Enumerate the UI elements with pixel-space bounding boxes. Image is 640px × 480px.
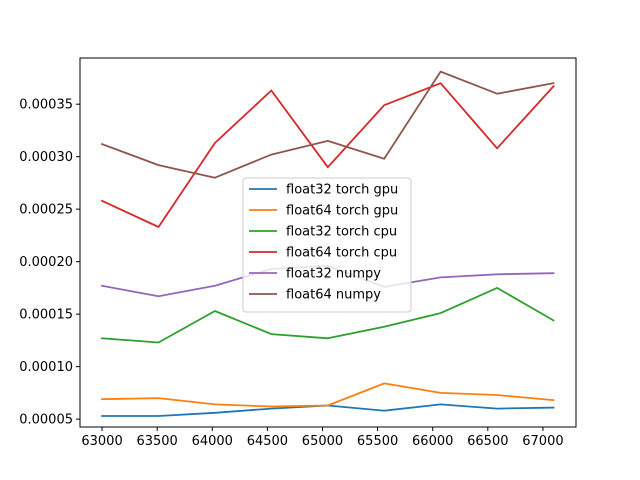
y-tick-label: 0.00035 (19, 98, 73, 113)
x-tick-label: 65000 (302, 434, 343, 449)
x-tick-label: 65500 (357, 434, 398, 449)
x-tick-label: 66000 (412, 434, 453, 449)
legend-label-float32-torch-cpu: float32 torch cpu (286, 225, 397, 240)
x-tick-label: 64000 (192, 434, 233, 449)
legend-label-float32-numpy: float32 numpy (286, 267, 381, 282)
x-tick-label: 63500 (136, 434, 177, 449)
legend-label-float64-torch-gpu: float64 torch gpu (286, 204, 398, 219)
y-tick-label: 0.00030 (19, 150, 73, 165)
series-line-float64-torch-gpu (101, 382, 555, 408)
series-line-float32-torch-cpu (101, 286, 555, 344)
x-tick-label: 63000 (81, 434, 122, 449)
legend-box (242, 177, 412, 313)
y-tick-label: 0.00005 (19, 413, 73, 428)
x-tick-label: 67000 (522, 434, 563, 449)
legend-label-float64-torch-cpu: float64 torch cpu (286, 246, 397, 261)
legend: float32 torch gpu float64 torch gpu float3… (242, 177, 412, 313)
series-line-float64-numpy (100, 70, 555, 179)
y-tick-label: 0.00025 (19, 203, 73, 218)
x-tick-label: 66500 (467, 434, 508, 449)
series-line-float64-torch-cpu (100, 82, 555, 228)
y-tick-label: 0.00015 (19, 308, 73, 323)
x-tick-label: 64500 (247, 434, 288, 449)
legend-label-float64-numpy: float64 numpy (286, 288, 381, 303)
legend-label-float32-torch-gpu: float32 torch gpu (286, 183, 398, 198)
y-tick-label: 0.00020 (19, 255, 73, 270)
y-tick-label: 0.00010 (19, 360, 73, 375)
